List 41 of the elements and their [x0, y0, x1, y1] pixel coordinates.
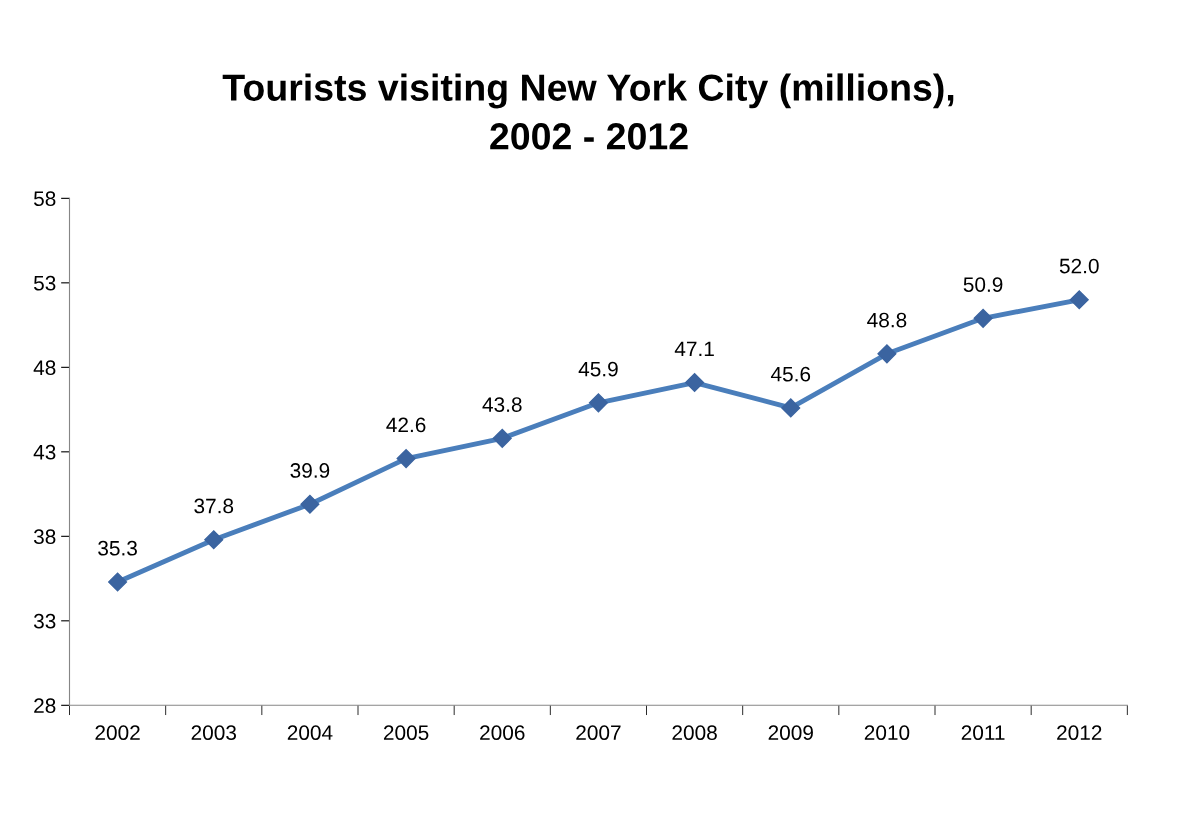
- point: [108, 572, 128, 592]
- data-label: 37.8: [194, 498, 234, 514]
- data-label: 39.9: [290, 463, 330, 478]
- data-label: 45.6: [770, 366, 811, 382]
- data-label: 50.9: [963, 277, 1003, 292]
- y-tick-label: 38: [33, 529, 56, 545]
- y-tick-label: 43: [33, 444, 56, 460]
- x-tick-label: 2002: [95, 725, 140, 741]
- point: [204, 530, 224, 550]
- data-label: 47.1: [674, 341, 714, 356]
- data-label: 43.8: [482, 397, 522, 412]
- x-tick-label: 2006: [480, 725, 525, 741]
- data-label: 48.8: [867, 312, 907, 328]
- x-tick-label: 2003: [191, 725, 237, 741]
- data-label: 45.9: [578, 361, 618, 377]
- y-tick-label: 58: [33, 191, 56, 207]
- data-label: 35.3: [98, 540, 137, 556]
- point: [396, 449, 416, 469]
- point: [781, 398, 801, 418]
- point: [1069, 290, 1089, 310]
- point: [973, 308, 993, 328]
- x-tick-label: 2012: [1057, 725, 1102, 741]
- y-tick-label: 53: [33, 275, 56, 291]
- x-tick-label: 2010: [864, 725, 910, 741]
- data-label: 52.0: [1059, 258, 1099, 274]
- x-tick-label: 2005: [383, 725, 429, 741]
- x-tick-label: 2004: [287, 725, 333, 741]
- point: [588, 393, 608, 413]
- point: [300, 494, 320, 514]
- y-tick-label: 48: [33, 360, 56, 376]
- point: [877, 344, 897, 364]
- y-tick-label: 33: [33, 613, 56, 629]
- x-tick-label: 2009: [768, 725, 813, 741]
- point: [685, 373, 705, 393]
- point: [492, 428, 512, 448]
- x-tick-label: 2007: [576, 725, 621, 741]
- chart-title: Tourists visiting New York City (millions), 2002 - 2012: [222, 73, 954, 150]
- x-tick-label: 2011: [961, 725, 1005, 741]
- y-tick-label: 28: [34, 698, 56, 714]
- data-label: 42.6: [386, 417, 426, 433]
- x-tick-label: 2008: [672, 725, 717, 741]
